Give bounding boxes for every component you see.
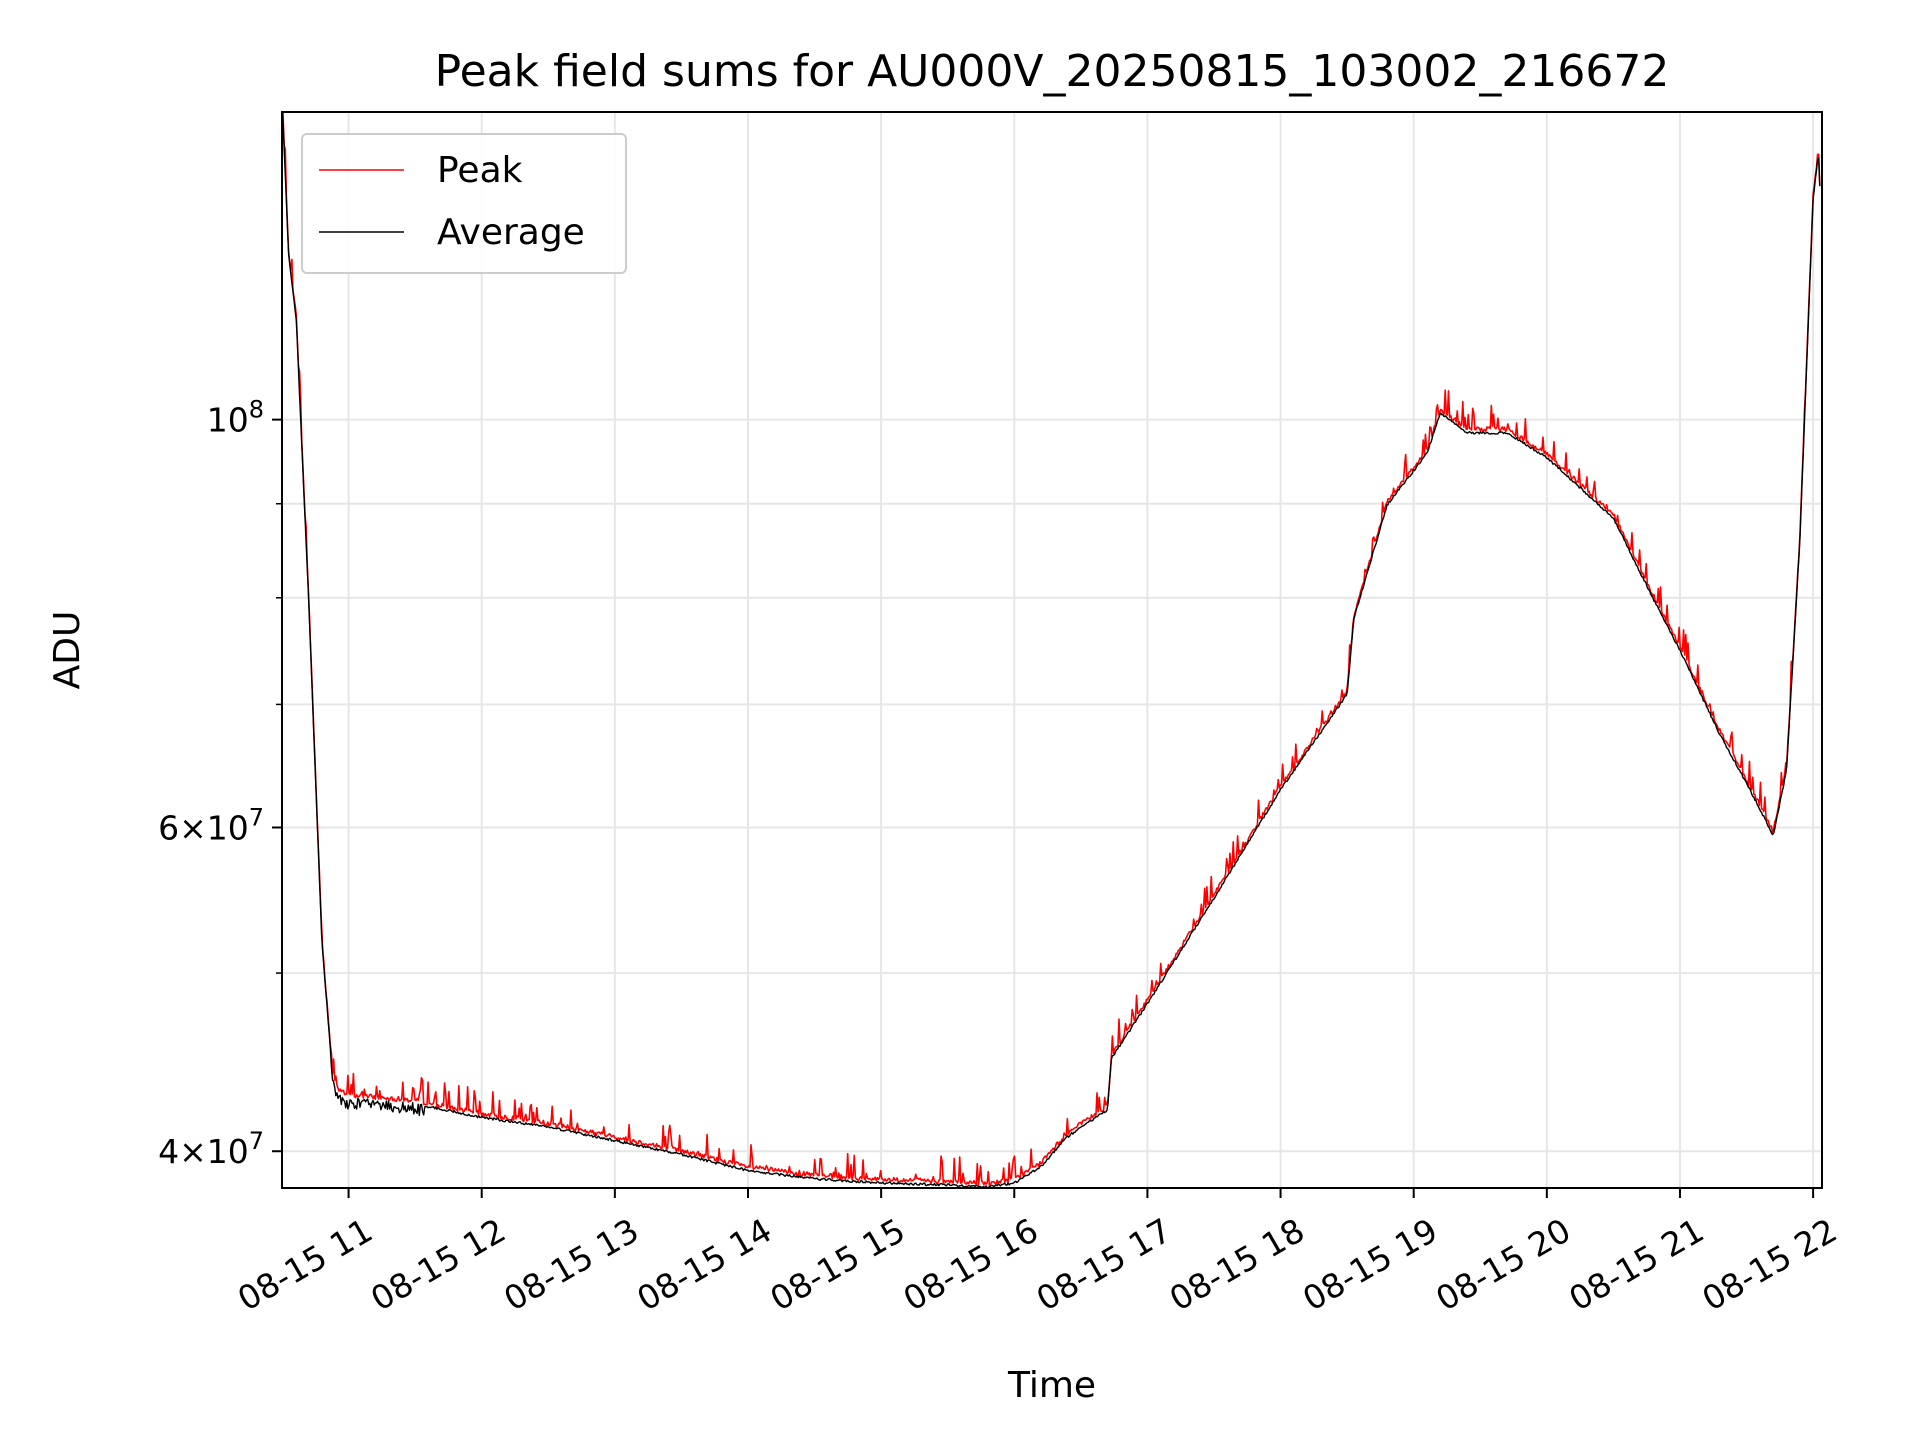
series-layer <box>282 112 1821 1188</box>
legend-label-peak: Peak <box>437 150 523 191</box>
legend-box <box>301 133 627 274</box>
x-axis-label: Time <box>1007 1365 1096 1406</box>
y-tick-label: 6×107 <box>158 803 264 847</box>
series-line-peak <box>282 112 1821 1187</box>
y-tick-label: 4×107 <box>158 1127 264 1171</box>
legend: Peak Average <box>301 133 627 274</box>
legend-label-average: Average <box>437 212 585 253</box>
y-tick-label: 108 <box>207 396 264 440</box>
series-line-average <box>282 112 1821 1188</box>
chart-title: Peak field sums for AU000V_20250815_1030… <box>435 46 1670 97</box>
grid <box>282 112 1822 1188</box>
plot-frame <box>281 111 1823 1189</box>
y-axis-label: ADU <box>47 611 88 690</box>
